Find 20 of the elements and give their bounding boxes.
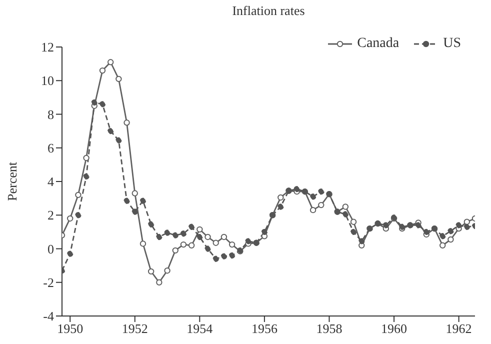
- y-tick-label: 6: [48, 140, 54, 156]
- x-tick-label: 1962: [446, 321, 472, 336]
- x-tick-label: 1954: [186, 321, 214, 336]
- y-tick-label: 4: [48, 174, 54, 190]
- legend-label: US: [443, 36, 461, 52]
- x-tick-label: 1956: [251, 321, 278, 336]
- x-tick-label: 1950: [57, 321, 84, 336]
- y-tick-label: 0: [48, 241, 54, 256]
- x-tick-label: 1952: [122, 321, 148, 336]
- y-tick-label: 2: [48, 208, 54, 223]
- legend-label: Canada: [357, 36, 400, 52]
- x-tick-label: 1960: [381, 321, 408, 336]
- x-tick-label: 1958: [316, 321, 342, 336]
- y-tick-label: 12: [41, 40, 54, 55]
- y-tick-label: 8: [48, 106, 54, 122]
- y-tick-label: 10: [41, 73, 54, 88]
- y-tick-label: -4: [43, 308, 54, 324]
- y-tick-label: -2: [43, 274, 54, 290]
- y-axis-title: Percent: [4, 162, 20, 201]
- chart-title: Inflation rates: [231, 3, 306, 19]
